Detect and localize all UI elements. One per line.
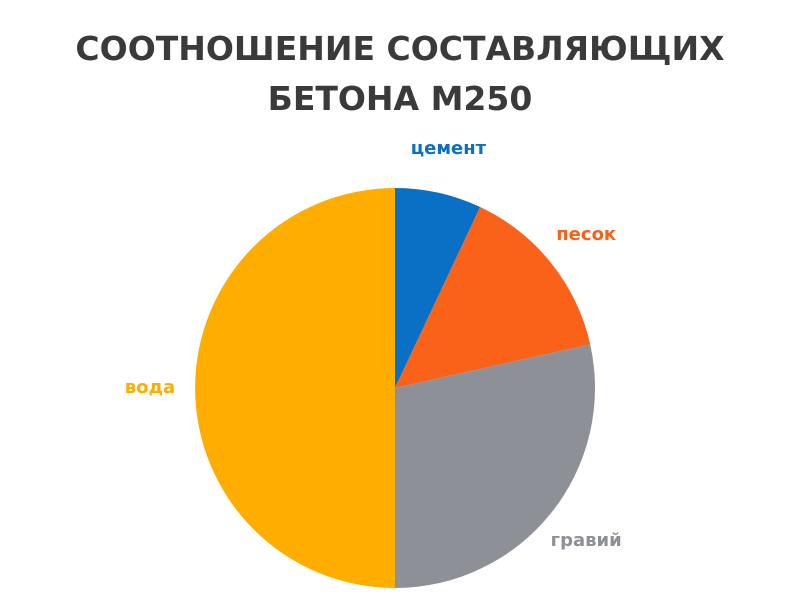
slice-label: вода xyxy=(125,377,175,398)
pie-slice xyxy=(395,344,595,588)
pie-slice xyxy=(395,188,481,388)
slice-label: цемент xyxy=(411,138,487,159)
slice-label: песок xyxy=(556,224,616,245)
pie-slice xyxy=(195,188,395,588)
slice-label: гравий xyxy=(551,530,622,551)
chart-title: СООТНОШЕНИЕ СОСТАВЛЯЮЩИХ БЕТОНА M250 xyxy=(75,29,725,118)
pie-slice xyxy=(395,207,591,388)
